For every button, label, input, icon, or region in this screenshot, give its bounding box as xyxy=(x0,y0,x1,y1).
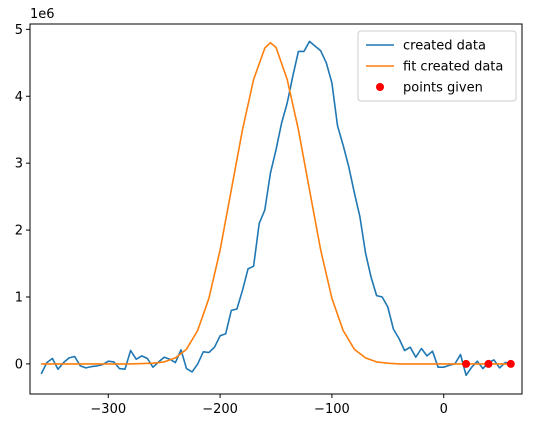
y-tick-label-1: 1 xyxy=(15,290,23,305)
x-tick-label-3: 0 xyxy=(440,402,448,417)
y-tick-label-5: 5 xyxy=(15,23,23,38)
series-point-2-0 xyxy=(462,359,471,368)
y-tick-label-2: 2 xyxy=(15,224,23,239)
legend-label-2: points given xyxy=(403,81,483,96)
y-tick-label-3: 3 xyxy=(15,157,23,172)
y-tick-label-0: 0 xyxy=(15,357,23,372)
series-line-1 xyxy=(41,41,511,365)
legend-label-0: created data xyxy=(403,39,486,54)
y-axis-offset-label: 1e6 xyxy=(30,7,55,22)
legend-swatch-2 xyxy=(376,83,384,91)
series-line-0 xyxy=(40,40,511,377)
legend: created data fit created data points given xyxy=(357,30,517,102)
x-tick-label-1: −200 xyxy=(202,402,238,417)
legend-label-1: fit created data xyxy=(403,60,503,75)
axis-ticks: −300 −200 −100 0 0 1 2 3 4 5 xyxy=(15,23,448,417)
x-tick-label-0: −300 xyxy=(90,402,126,417)
series-point-2-1 xyxy=(484,359,493,368)
plot-frame xyxy=(29,23,523,395)
x-tick-label-2: −100 xyxy=(314,402,350,417)
legend-box xyxy=(357,30,517,102)
plot-marks xyxy=(40,40,515,377)
series-point-2-2 xyxy=(506,359,515,368)
y-tick-label-4: 4 xyxy=(15,90,23,105)
